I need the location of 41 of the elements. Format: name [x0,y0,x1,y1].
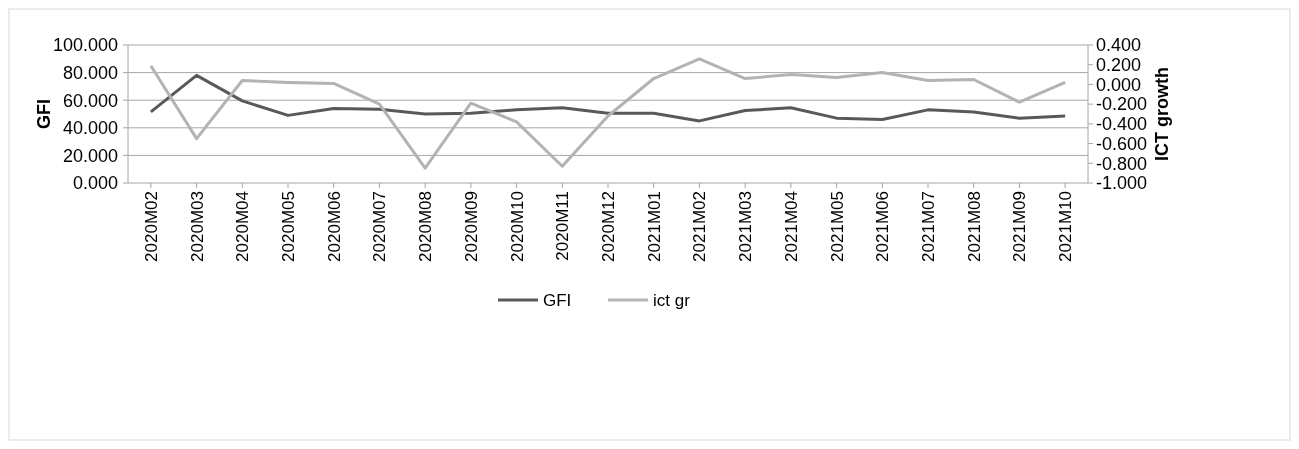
y-tick-label: 100.000 [52,35,118,56]
line-series [149,73,1067,123]
y-tick-label: 0.000 [72,173,118,194]
x-tick-label: 2020M12 [599,191,618,262]
y2-tick-label: -0.200 [1096,94,1148,115]
x-tick-label: 2021M09 [1010,191,1030,262]
y-tick-label: 80.000 [62,62,118,83]
legend-label: ict gr [653,290,691,310]
x-tick-label: 2021M06 [873,191,893,262]
x-tick-label: 2020M02 [141,191,161,262]
y2-axis-title: ICT growth [1152,67,1172,161]
y2-tick-label: -0.400 [1096,114,1148,135]
y-tick-label: 20.000 [62,145,118,166]
y-tick-label: 60.000 [62,90,118,111]
y2-tick-label: -0.600 [1096,133,1148,154]
x-tick-label: 2021M08 [964,191,984,262]
x-tick-label: 2020M10 [507,191,527,262]
x-tick-label: 2021M05 [827,191,847,262]
y2-tick-label: 0.200 [1096,55,1142,76]
line-series [149,57,1067,170]
y2-tick-label: -0.800 [1096,153,1148,174]
x-tick-label: 2020M05 [279,191,298,262]
x-tick-label: 2021M01 [644,191,664,262]
x-tick-label: 2021M10 [1056,191,1076,262]
x-tick-label: 2021M07 [919,191,938,262]
x-tick-label: 2020M04 [233,191,253,262]
x-tick-label: 2020M09 [461,191,481,262]
y-axis-title: GFI [34,99,54,129]
x-tick-label: 2020M08 [416,191,436,262]
x-tick-label: 2021M04 [781,191,801,262]
y2-tick-label: 0.400 [1096,35,1142,56]
x-tick-label: 2020M06 [324,191,344,262]
y-tick-label: 40.000 [62,118,118,139]
y2-tick-label: 0.000 [1096,74,1142,95]
x-tick-label: 2020M11 [553,191,573,261]
x-tick-label: 2021M02 [690,191,710,262]
x-tick-label: 2020M03 [187,191,207,262]
legend-label: GFI [543,290,572,310]
y2-tick-label: -1.000 [1096,173,1148,194]
x-tick-label: 2021M03 [736,191,756,262]
x-tick-label: 2020M07 [370,191,390,262]
